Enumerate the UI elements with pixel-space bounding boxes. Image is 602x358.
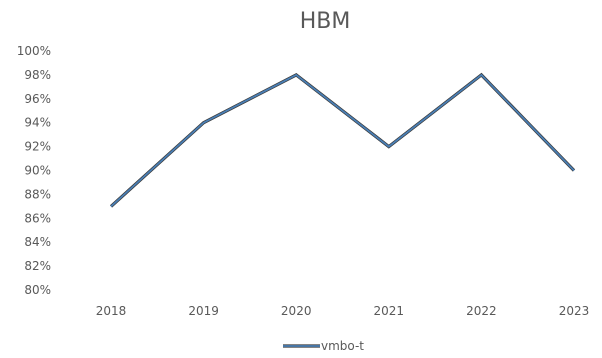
- x-tick-label: 2022: [466, 304, 497, 318]
- series-line-outline: [109, 72, 576, 208]
- x-tick-label: 2018: [96, 304, 127, 318]
- y-tick-label: 94%: [24, 116, 51, 130]
- legend: vmbo-t: [283, 339, 364, 353]
- y-tick-label: 92%: [24, 140, 51, 154]
- x-axis-tick-labels: 2018 2019 2020 2021 2022 2023: [96, 304, 590, 318]
- series-layer: [109, 72, 576, 208]
- y-tick-label: 86%: [24, 211, 51, 225]
- y-tick-label: 80%: [24, 283, 51, 297]
- chart-title: HBM: [300, 9, 351, 34]
- y-tick-label: 96%: [24, 92, 51, 106]
- y-tick-label: 90%: [24, 164, 51, 178]
- x-tick-label: 2019: [188, 304, 219, 318]
- y-tick-label: 100%: [17, 44, 51, 58]
- legend-label: vmbo-t: [321, 339, 364, 353]
- y-tick-label: 82%: [24, 259, 51, 273]
- x-tick-label: 2021: [374, 304, 405, 318]
- y-axis-tick-labels: 80% 82% 84% 86% 88% 90% 92% 94% 96% 98% 100%: [17, 44, 51, 297]
- y-tick-label: 84%: [24, 235, 51, 249]
- series-line-vmbo-t: [110, 73, 575, 208]
- x-tick-label: 2020: [281, 304, 312, 318]
- y-tick-label: 88%: [24, 187, 51, 201]
- y-tick-label: 98%: [24, 68, 51, 82]
- x-tick-label: 2023: [559, 304, 590, 318]
